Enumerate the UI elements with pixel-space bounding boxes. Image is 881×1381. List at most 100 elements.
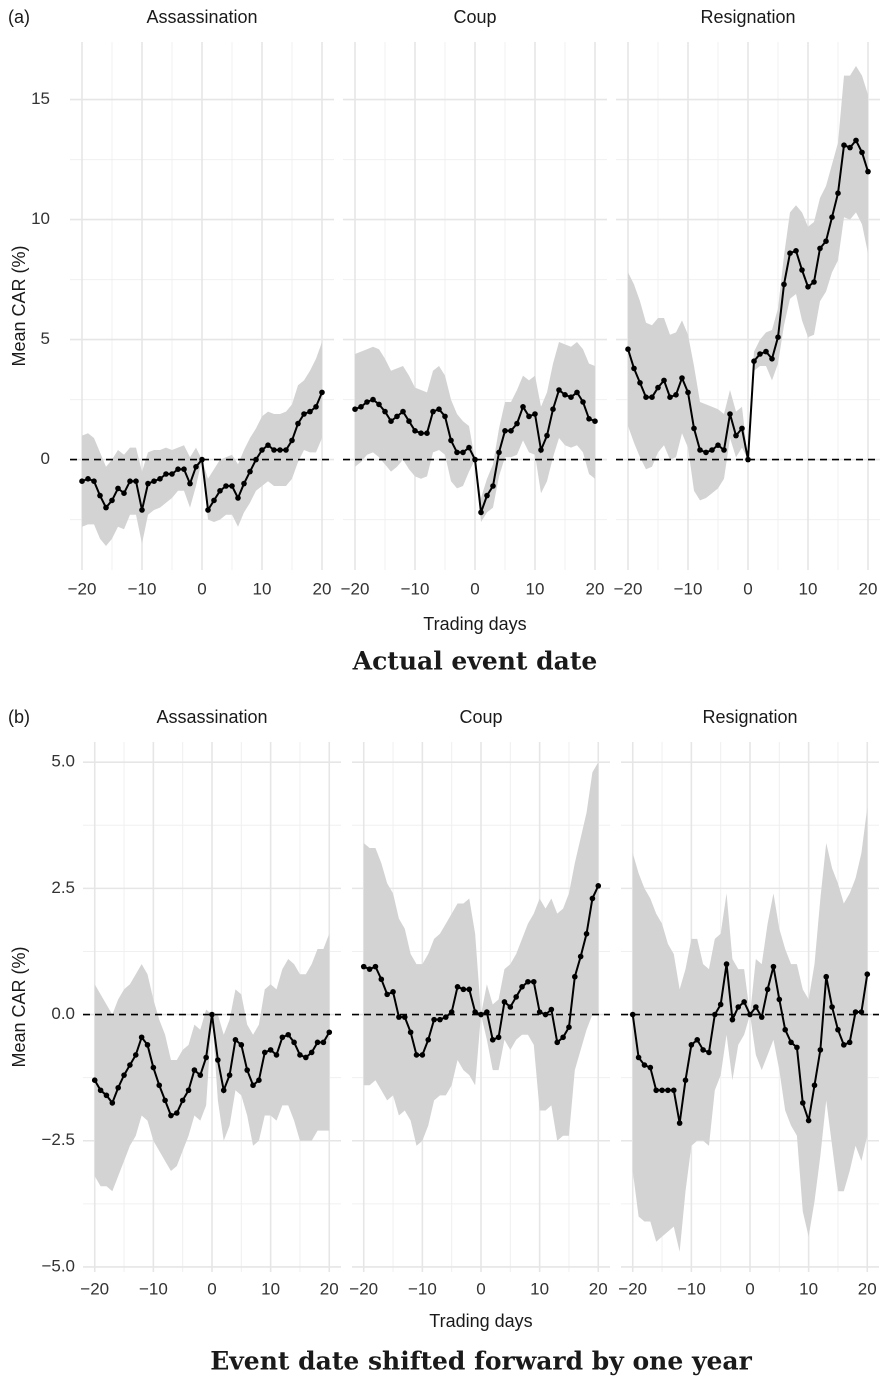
facet-title: Resignation bbox=[700, 7, 795, 27]
confidence-band bbox=[632, 807, 868, 1252]
data-point bbox=[484, 1009, 490, 1015]
data-point bbox=[156, 1082, 163, 1089]
data-point bbox=[793, 248, 799, 254]
data-point bbox=[448, 1009, 455, 1015]
data-point bbox=[241, 480, 247, 487]
data-point bbox=[109, 497, 115, 504]
x-tick-label: −10 bbox=[677, 1279, 706, 1298]
data-point bbox=[413, 1052, 420, 1058]
x-tick-label: −20 bbox=[68, 579, 97, 598]
data-point bbox=[661, 377, 667, 384]
data-point bbox=[97, 1087, 104, 1094]
data-point bbox=[85, 476, 91, 482]
y-tick-label: −5.0 bbox=[41, 1256, 75, 1275]
data-point bbox=[514, 420, 520, 427]
data-point bbox=[220, 1087, 227, 1094]
data-point bbox=[203, 1054, 209, 1061]
facet: Coup −20 −10 0 10 20 bbox=[349, 707, 610, 1298]
data-point bbox=[226, 1072, 233, 1078]
data-point bbox=[490, 483, 496, 489]
data-point bbox=[525, 978, 531, 985]
data-point bbox=[841, 1042, 847, 1048]
data-point bbox=[673, 392, 679, 398]
data-point bbox=[103, 1092, 110, 1099]
data-point bbox=[390, 989, 396, 995]
data-point bbox=[285, 1031, 292, 1038]
facet-title: Coup bbox=[459, 707, 502, 727]
x-tick-label: 10 bbox=[799, 579, 818, 598]
data-point bbox=[548, 1006, 555, 1013]
data-point bbox=[372, 963, 379, 970]
data-point bbox=[787, 250, 793, 256]
data-point bbox=[424, 430, 430, 437]
data-point bbox=[544, 432, 550, 439]
data-point bbox=[79, 478, 85, 485]
data-point bbox=[550, 406, 556, 413]
data-point bbox=[629, 1011, 636, 1018]
data-point bbox=[460, 986, 467, 993]
data-point bbox=[717, 1001, 724, 1008]
x-tick-label: −20 bbox=[614, 579, 643, 598]
data-point bbox=[757, 351, 763, 357]
data-point bbox=[853, 137, 859, 144]
data-point bbox=[691, 425, 697, 432]
data-point bbox=[229, 483, 235, 489]
data-point bbox=[538, 447, 544, 453]
data-point bbox=[706, 1049, 712, 1056]
data-point bbox=[232, 1037, 239, 1043]
data-point bbox=[712, 1011, 718, 1018]
data-point bbox=[320, 1039, 327, 1046]
data-point bbox=[841, 142, 847, 148]
y-tick-label: 0.0 bbox=[51, 1004, 75, 1023]
data-point bbox=[291, 1039, 297, 1046]
data-point bbox=[211, 497, 217, 504]
data-point bbox=[352, 406, 358, 413]
y-axis-title: Mean CAR (%) bbox=[9, 946, 29, 1067]
data-point bbox=[811, 279, 817, 285]
data-point bbox=[425, 1037, 432, 1043]
data-point bbox=[191, 1067, 198, 1073]
data-point bbox=[382, 408, 388, 415]
data-point bbox=[799, 267, 805, 273]
data-point bbox=[301, 411, 307, 417]
data-point bbox=[418, 430, 424, 437]
data-point bbox=[507, 1004, 514, 1010]
data-point bbox=[592, 418, 598, 425]
data-point bbox=[103, 504, 109, 511]
data-point bbox=[484, 492, 490, 499]
data-point bbox=[519, 984, 525, 990]
data-point bbox=[179, 1097, 186, 1104]
data-point bbox=[437, 1016, 443, 1023]
data-point bbox=[794, 1044, 800, 1051]
data-point bbox=[127, 478, 133, 485]
data-point bbox=[289, 437, 295, 444]
data-point bbox=[209, 1011, 215, 1018]
x-tick-label: 0 bbox=[470, 579, 479, 598]
data-point bbox=[472, 1009, 478, 1015]
data-point bbox=[700, 1047, 706, 1053]
data-point bbox=[489, 1037, 496, 1043]
data-point bbox=[360, 963, 367, 970]
data-point bbox=[307, 408, 313, 415]
data-point bbox=[454, 984, 461, 990]
data-point bbox=[739, 425, 745, 432]
data-point bbox=[526, 413, 532, 420]
data-point bbox=[478, 509, 484, 516]
y-tick-label: 10 bbox=[31, 209, 50, 228]
x-tick-label: 20 bbox=[858, 1279, 877, 1298]
data-point bbox=[829, 214, 835, 220]
data-point bbox=[805, 284, 811, 290]
panel-label: (b) bbox=[8, 707, 30, 727]
x-tick-label: −20 bbox=[80, 1279, 109, 1298]
data-point bbox=[448, 437, 454, 444]
data-point bbox=[694, 1037, 701, 1043]
data-point bbox=[556, 387, 562, 393]
data-point bbox=[91, 478, 97, 485]
data-point bbox=[496, 449, 502, 456]
x-tick-label: −10 bbox=[401, 579, 430, 598]
data-point bbox=[709, 447, 715, 453]
data-point bbox=[763, 348, 769, 355]
data-point bbox=[205, 507, 211, 513]
data-point bbox=[313, 404, 319, 410]
